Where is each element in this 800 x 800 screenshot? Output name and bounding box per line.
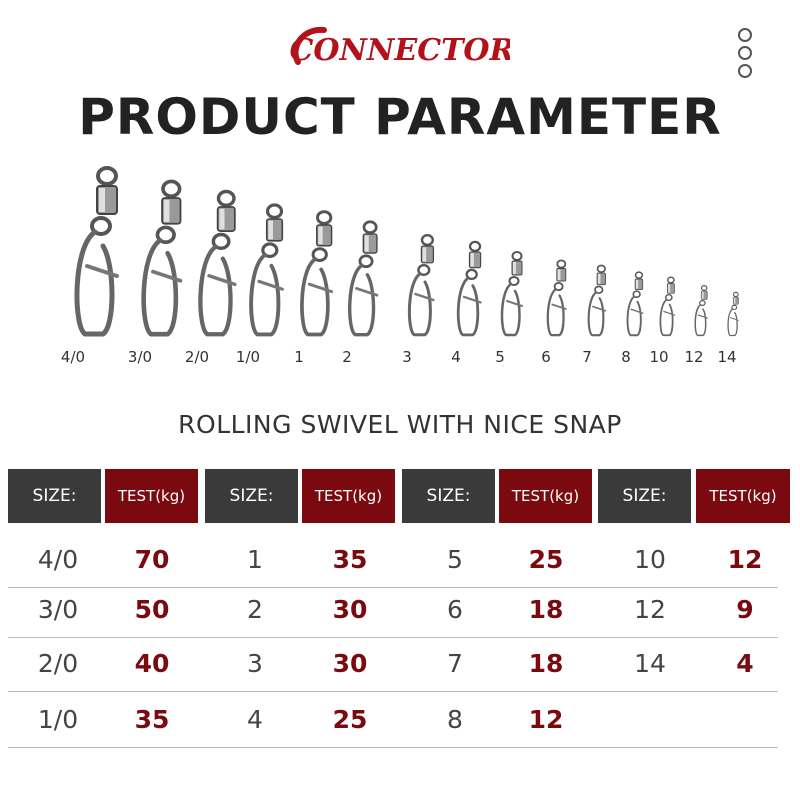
test-value: 25 bbox=[528, 544, 564, 574]
test-value: 35 bbox=[332, 544, 368, 574]
size-value: 8 bbox=[447, 704, 463, 734]
size-value: 3 bbox=[247, 648, 263, 678]
size-value: 1 bbox=[247, 544, 263, 574]
brand-name: CONNECTOR bbox=[290, 33, 510, 68]
size-label: 5 bbox=[495, 348, 505, 366]
size-value: 7 bbox=[447, 648, 463, 678]
size-value: 4 bbox=[247, 704, 263, 734]
swivel-image bbox=[727, 291, 739, 337]
test-value: 18 bbox=[528, 594, 564, 624]
table-header: SIZE: TEST(kg) SIZE: TEST(kg) SIZE: TEST(kg) S… bbox=[0, 469, 800, 523]
size-label: 7 bbox=[582, 348, 592, 366]
size-value: 1/0 bbox=[37, 704, 79, 734]
brand-logo: CONNECTOR bbox=[0, 18, 800, 78]
swivel-image bbox=[141, 179, 183, 337]
header-size: SIZE: bbox=[402, 469, 495, 523]
size-label: 1/0 bbox=[236, 348, 260, 366]
swivel-size-lineup: 4/0 3/0 2/0 1/0 1 2 3 4 5 6 7 8 10 12 14 bbox=[61, 166, 739, 366]
size-label: 12 bbox=[684, 348, 703, 366]
swivel-image bbox=[546, 259, 567, 337]
swivel-image bbox=[300, 210, 334, 337]
header-size: SIZE: bbox=[205, 469, 298, 523]
size-label: 4/0 bbox=[61, 348, 85, 366]
carousel-dot-icon[interactable] bbox=[738, 64, 752, 78]
test-value: 9 bbox=[736, 594, 754, 624]
size-label: 3 bbox=[402, 348, 412, 366]
size-value: 10 bbox=[634, 544, 666, 574]
swivel-image bbox=[198, 189, 237, 337]
swivel-image bbox=[74, 166, 119, 337]
swivel-image bbox=[587, 264, 607, 337]
size-value: 14 bbox=[634, 648, 666, 678]
swivel-image bbox=[348, 220, 379, 337]
table-row: 2/0 40 3 30 7 18 14 4 bbox=[8, 634, 778, 692]
size-value: 4/0 bbox=[37, 544, 79, 574]
size-label: 2 bbox=[342, 348, 352, 366]
size-label: 6 bbox=[541, 348, 551, 366]
swivel-image bbox=[659, 276, 676, 337]
swivel-image bbox=[500, 251, 523, 337]
carousel-dots bbox=[738, 28, 754, 82]
test-value: 50 bbox=[134, 594, 170, 624]
header-size: SIZE: bbox=[598, 469, 691, 523]
size-label: 10 bbox=[649, 348, 668, 366]
swivel-image bbox=[694, 285, 708, 337]
swivel-image bbox=[407, 234, 435, 337]
header-size: SIZE: bbox=[8, 469, 101, 523]
product-subtitle: ROLLING SWIVEL WITH NICE SNAP bbox=[178, 410, 622, 439]
test-value: 12 bbox=[727, 544, 763, 574]
test-value: 40 bbox=[134, 648, 170, 678]
size-label: 14 bbox=[717, 348, 736, 366]
table-row: 3/0 50 2 30 6 18 12 9 bbox=[8, 580, 778, 638]
size-value: 2/0 bbox=[37, 648, 79, 678]
test-value: 30 bbox=[332, 594, 368, 624]
size-label: 3/0 bbox=[128, 348, 152, 366]
page-title: PRODUCT PARAMETER bbox=[78, 88, 722, 146]
swivel-image bbox=[249, 203, 284, 337]
header-test: TEST(kg) bbox=[696, 469, 790, 523]
swivel-image bbox=[456, 240, 482, 337]
header-test: TEST(kg) bbox=[105, 469, 198, 523]
header-test: TEST(kg) bbox=[302, 469, 395, 523]
test-value: 35 bbox=[134, 704, 170, 734]
size-value: 5 bbox=[447, 544, 463, 574]
test-value: 70 bbox=[134, 544, 170, 574]
size-label: 1 bbox=[294, 348, 304, 366]
brand-logo-art: CONNECTOR bbox=[290, 26, 510, 68]
test-value: 4 bbox=[736, 648, 754, 678]
size-value: 12 bbox=[634, 594, 666, 624]
size-value: 6 bbox=[447, 594, 463, 624]
size-label: 2/0 bbox=[185, 348, 209, 366]
test-value: 25 bbox=[332, 704, 368, 734]
size-value: 2 bbox=[247, 594, 263, 624]
test-value: 30 bbox=[332, 648, 368, 678]
size-label: 4 bbox=[451, 348, 461, 366]
table-row: 4/0 70 1 35 5 25 10 12 bbox=[8, 530, 778, 588]
header-test: TEST(kg) bbox=[499, 469, 592, 523]
test-value: 18 bbox=[528, 648, 564, 678]
size-label: 8 bbox=[621, 348, 631, 366]
carousel-dot-icon[interactable] bbox=[738, 46, 752, 60]
size-value: 3/0 bbox=[37, 594, 79, 624]
carousel-dot-icon[interactable] bbox=[738, 28, 752, 42]
table-row: 1/0 35 4 25 8 12 bbox=[8, 690, 778, 748]
swivel-image bbox=[626, 271, 644, 337]
test-value: 12 bbox=[528, 704, 564, 734]
